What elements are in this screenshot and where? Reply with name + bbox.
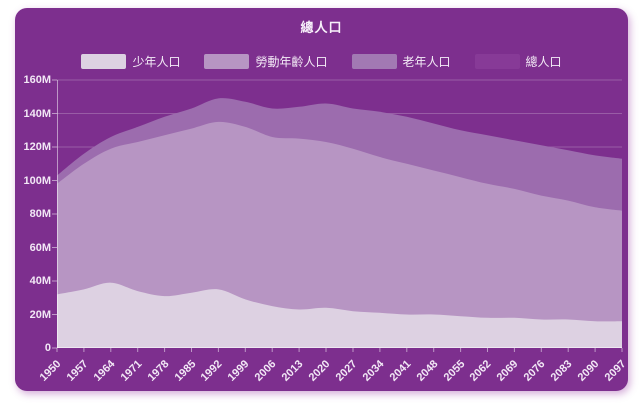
legend-swatch-3: [474, 53, 520, 69]
y-axis-label: 40M: [29, 275, 51, 287]
legend-item-3[interactable]: 總人口: [474, 53, 562, 70]
legend-label-0: 少年人口: [132, 54, 181, 69]
y-axis: 160M 140M 120M 100M 80M 60M 40M 20M 0: [15, 74, 51, 354]
chart-card: 總人口 少年人口 勞動年齡人口 老年人口 總人口 160M 140M 120M 100M 80…: [15, 8, 628, 391]
legend-label-2: 老年人口: [402, 54, 451, 69]
y-axis-label: 0: [44, 342, 51, 354]
chart-legend: 少年人口 勞動年齡人口 老年人口 總人口: [15, 52, 628, 70]
legend-label-1: 勞動年齡人口: [255, 54, 328, 69]
legend-item-1[interactable]: 勞動年齡人口: [204, 53, 328, 70]
legend-item-0[interactable]: 少年人口: [81, 53, 180, 70]
legend-swatch-0: [81, 53, 127, 69]
y-axis-label: 60M: [29, 241, 51, 254]
legend-item-2[interactable]: 老年人口: [351, 53, 451, 70]
y-axis-label: 140M: [23, 107, 51, 120]
area-young: [57, 282, 622, 348]
chart-title: 總人口: [300, 20, 343, 35]
legend-label-3: 總人口: [525, 54, 562, 69]
y-axis-label: 20M: [29, 308, 51, 321]
x-axis: 1950 1957 1964 1971 1978 1985 1992 1999 2006 2013…: [38, 348, 629, 388]
y-axis-label: 160M: [23, 74, 51, 86]
area-working-age: [57, 121, 622, 348]
y-axis-label: 100M: [23, 174, 51, 187]
legend-swatch-2: [351, 53, 397, 69]
population-stacked-area-chart[interactable]: [52, 79, 623, 352]
y-axis-label: 80M: [29, 208, 51, 220]
y-axis-label: 120M: [23, 141, 51, 153]
plot-area: 160M 140M 120M 100M 80M 60M 40M 20M 0 1950 1957 19…: [15, 8, 628, 391]
legend-swatch-1: [204, 53, 250, 69]
